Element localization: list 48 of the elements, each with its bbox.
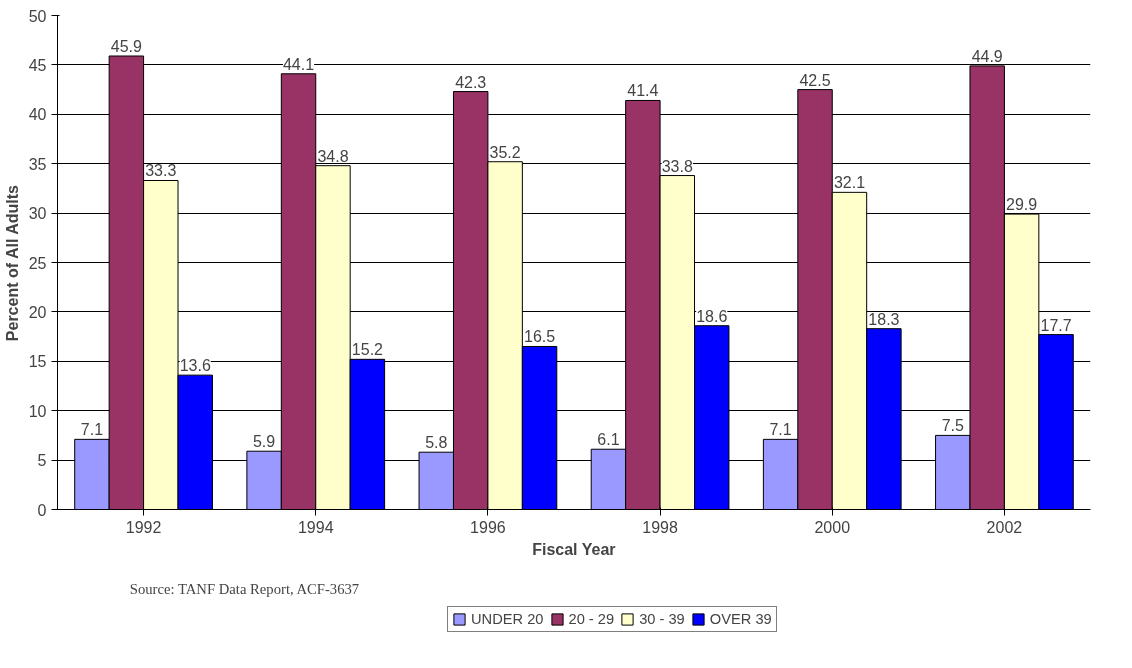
x-tick-label: 1998 — [642, 518, 678, 536]
y-tick-label: 50 — [28, 7, 47, 25]
data-label: 42.5 — [799, 71, 831, 89]
legend-label: 30 - 39 — [639, 611, 685, 627]
data-label: 5.8 — [425, 434, 448, 452]
data-label: 13.6 — [179, 357, 211, 375]
data-label: 44.1 — [282, 55, 315, 73]
y-tick-label: 25 — [28, 254, 47, 272]
x-tick-label: 1996 — [470, 518, 506, 536]
y-tick-label: 40 — [28, 106, 47, 124]
y-tick-label: 20 — [28, 303, 47, 321]
x-tick-label: 1992 — [125, 518, 162, 536]
x-tick-label: 2000 — [814, 518, 851, 536]
legend-label: 20 - 29 — [568, 611, 615, 627]
data-label: 34.8 — [317, 147, 349, 165]
data-label: 42.3 — [455, 73, 487, 91]
data-label: 7.1 — [80, 421, 104, 439]
y-tick-label: 5 — [37, 452, 47, 470]
data-label: 15.2 — [351, 341, 384, 359]
y-tick-label: 45 — [28, 56, 47, 74]
x-axis-title: Fiscal Year — [532, 540, 616, 558]
data-label: 33.3 — [145, 162, 177, 180]
data-label: 16.5 — [524, 328, 556, 346]
data-label: 35.2 — [489, 143, 521, 161]
legend-label: UNDER 20 — [471, 611, 544, 627]
data-label: 5.9 — [252, 433, 276, 451]
data-label: 33.8 — [661, 157, 693, 175]
y-tick-label: 15 — [28, 353, 47, 371]
y-tick-label: 30 — [28, 205, 47, 223]
data-label: 18.6 — [696, 307, 728, 325]
y-tick-label: 10 — [28, 402, 47, 420]
data-label: 29.9 — [1006, 196, 1038, 214]
y-axis-title: Percent of All Adults — [3, 184, 21, 342]
data-label: 17.7 — [1040, 316, 1072, 334]
x-tick-label: 2002 — [986, 518, 1023, 536]
data-label: 44.9 — [971, 47, 1003, 65]
data-label: 6.1 — [597, 431, 620, 449]
data-label: 32.1 — [833, 174, 866, 192]
y-tick-label: 0 — [37, 501, 47, 519]
data-label: 45.9 — [110, 38, 143, 56]
data-label: 41.4 — [627, 82, 659, 100]
data-label: 7.1 — [769, 421, 792, 439]
x-tick-label: 1994 — [297, 518, 334, 536]
data-label: 7.5 — [941, 417, 964, 435]
data-label: 18.3 — [868, 310, 900, 328]
y-tick-label: 35 — [28, 155, 47, 173]
legend-label: OVER 39 — [709, 611, 772, 627]
source-note: Source: TANF Data Report, ACF-3637 — [129, 580, 360, 597]
